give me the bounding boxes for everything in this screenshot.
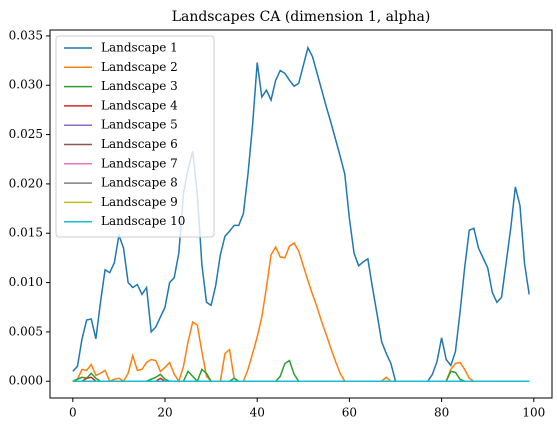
plot-frame xyxy=(49,29,553,399)
x-tick-label: 20 xyxy=(157,406,172,420)
chart-title: Landscapes CA (dimension 1, alpha) xyxy=(172,9,431,25)
series-line xyxy=(72,45,530,382)
y-tick-label: 0.020 xyxy=(9,176,43,190)
legend-label: Landscape 3 xyxy=(101,79,178,93)
x-tick-label: 40 xyxy=(250,406,265,420)
y-tick-label: 0.015 xyxy=(9,226,43,240)
y-tick-label: 0.035 xyxy=(9,28,43,42)
legend-label: Landscape 5 xyxy=(101,118,178,132)
x-tick-label: 100 xyxy=(522,406,545,420)
y-tick-label: 0.010 xyxy=(9,275,43,289)
legend-label: Landscape 10 xyxy=(101,214,185,228)
legend-label: Landscape 9 xyxy=(101,195,178,209)
legend-label: Landscape 2 xyxy=(101,60,178,74)
legend-label: Landscape 6 xyxy=(101,137,178,151)
legend-label: Landscape 4 xyxy=(101,98,178,112)
x-tick-label: 80 xyxy=(434,406,449,420)
y-tick-label: 0.005 xyxy=(9,324,43,338)
y-tick-label: 0.000 xyxy=(9,374,43,388)
y-tick-label: 0.025 xyxy=(9,127,43,141)
legend-label: Landscape 1 xyxy=(101,41,178,55)
legend-label: Landscape 8 xyxy=(101,176,178,190)
x-tick-label: 0 xyxy=(69,406,77,420)
y-tick-label: 0.030 xyxy=(9,78,43,92)
x-tick-label: 60 xyxy=(342,406,357,420)
series-line xyxy=(72,242,530,383)
legend-label: Landscape 7 xyxy=(101,156,178,170)
legend-box xyxy=(55,35,215,238)
